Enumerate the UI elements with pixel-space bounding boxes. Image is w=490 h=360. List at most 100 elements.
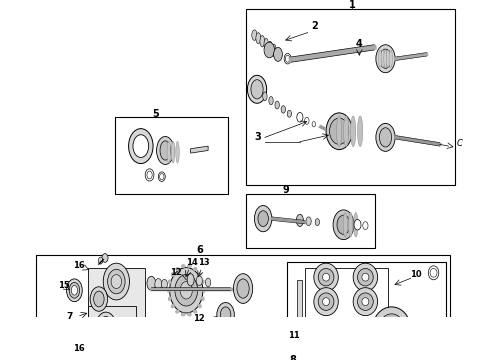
Ellipse shape [94,291,104,307]
Ellipse shape [385,321,398,338]
Ellipse shape [269,96,273,105]
Text: 12: 12 [194,314,205,323]
Ellipse shape [217,302,234,327]
Ellipse shape [318,293,334,310]
Ellipse shape [297,112,303,122]
Ellipse shape [175,310,180,313]
Text: 9: 9 [283,185,289,195]
Ellipse shape [314,288,338,316]
Ellipse shape [305,117,309,124]
Ellipse shape [315,219,319,226]
Ellipse shape [205,278,211,287]
Ellipse shape [111,275,122,288]
Ellipse shape [181,265,185,268]
Ellipse shape [326,113,352,150]
Ellipse shape [333,210,354,240]
Ellipse shape [353,288,378,316]
Ellipse shape [168,280,172,284]
Ellipse shape [381,50,385,67]
Bar [88,306,136,351]
Ellipse shape [168,297,172,301]
Ellipse shape [430,269,437,277]
Ellipse shape [322,298,330,306]
Bar [245,9,455,185]
Text: C: C [456,139,462,148]
Text: 7: 7 [67,312,73,321]
Ellipse shape [389,50,392,67]
Ellipse shape [172,141,175,163]
Text: 15: 15 [58,282,70,291]
Ellipse shape [201,297,204,301]
Ellipse shape [427,318,438,332]
Ellipse shape [372,307,411,352]
Text: 10: 10 [410,270,422,279]
Ellipse shape [379,49,392,68]
Ellipse shape [158,172,165,181]
Ellipse shape [98,257,103,264]
Ellipse shape [358,116,363,147]
Ellipse shape [330,118,349,144]
Ellipse shape [343,212,347,237]
Ellipse shape [268,41,272,54]
Ellipse shape [187,265,192,268]
Text: 14: 14 [186,258,197,267]
Ellipse shape [358,269,373,286]
Ellipse shape [147,171,152,179]
Ellipse shape [175,267,180,271]
Ellipse shape [362,273,369,281]
Text: 16: 16 [73,344,85,353]
Ellipse shape [197,273,201,276]
Ellipse shape [314,263,338,291]
Ellipse shape [202,288,205,292]
Ellipse shape [102,341,109,351]
Ellipse shape [167,141,171,163]
Ellipse shape [387,50,390,67]
Ellipse shape [160,174,164,180]
Ellipse shape [281,106,286,113]
Ellipse shape [180,282,193,299]
Ellipse shape [197,304,201,308]
Ellipse shape [376,45,395,73]
Bar [297,280,302,320]
Ellipse shape [251,80,263,99]
Ellipse shape [363,222,368,230]
Ellipse shape [237,279,249,298]
Ellipse shape [258,211,269,226]
Ellipse shape [337,116,342,147]
Ellipse shape [378,314,405,345]
Text: 4: 4 [356,39,363,49]
Ellipse shape [69,283,80,298]
Ellipse shape [155,279,162,290]
Ellipse shape [264,39,269,50]
Ellipse shape [90,287,108,311]
Text: 2: 2 [311,21,318,31]
Ellipse shape [348,212,353,237]
Ellipse shape [353,263,378,291]
Ellipse shape [272,44,276,57]
Ellipse shape [102,253,108,262]
Ellipse shape [128,129,153,163]
Ellipse shape [358,293,373,310]
Bar [305,269,388,328]
Ellipse shape [337,215,350,234]
Bar [245,194,375,248]
Text: 11: 11 [288,331,299,340]
Ellipse shape [428,266,439,280]
Text: 5: 5 [152,109,159,119]
Ellipse shape [160,141,171,160]
Ellipse shape [100,316,112,334]
Ellipse shape [187,312,192,316]
Polygon shape [191,146,208,153]
Ellipse shape [362,298,369,306]
Ellipse shape [220,307,231,323]
Ellipse shape [176,141,179,163]
Ellipse shape [72,285,77,295]
Ellipse shape [275,101,279,109]
Ellipse shape [181,312,185,316]
Ellipse shape [343,116,349,147]
Text: 1: 1 [349,0,356,10]
Ellipse shape [379,128,392,147]
Text: 3: 3 [254,132,261,142]
Text: 8: 8 [290,355,296,360]
Ellipse shape [263,92,267,101]
